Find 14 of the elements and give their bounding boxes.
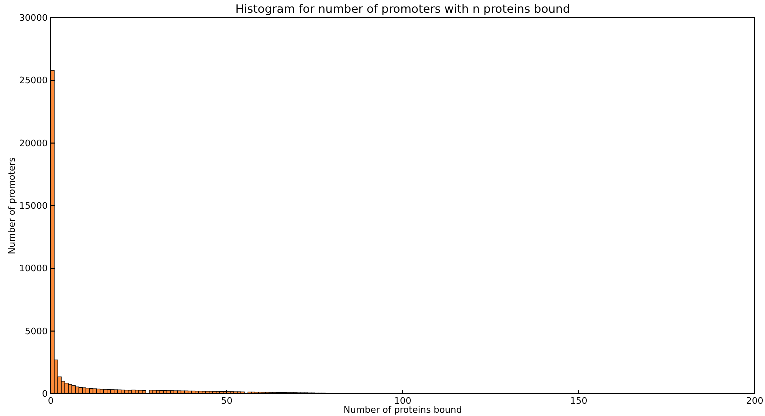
x-tick-label: 50 xyxy=(221,397,233,407)
y-axis-title: Number of promoters xyxy=(8,157,18,255)
x-tick-label: 100 xyxy=(394,397,412,407)
x-tick-label: 200 xyxy=(746,397,764,407)
y-tick-label: 5000 xyxy=(25,327,48,338)
chart-title: Histogram for number of promoters with n proteins bound xyxy=(236,2,570,16)
y-tick-label: 15000 xyxy=(19,202,48,212)
x-tick-label: 150 xyxy=(570,397,588,407)
y-tick-label: 25000 xyxy=(19,76,48,87)
y-tick-label: 0 xyxy=(42,390,48,400)
y-tick-label: 10000 xyxy=(19,264,48,275)
x-axis-title: Number of proteins bound xyxy=(344,406,462,416)
y-tick-label: 20000 xyxy=(19,139,48,150)
y-tick-label: 30000 xyxy=(19,14,48,24)
